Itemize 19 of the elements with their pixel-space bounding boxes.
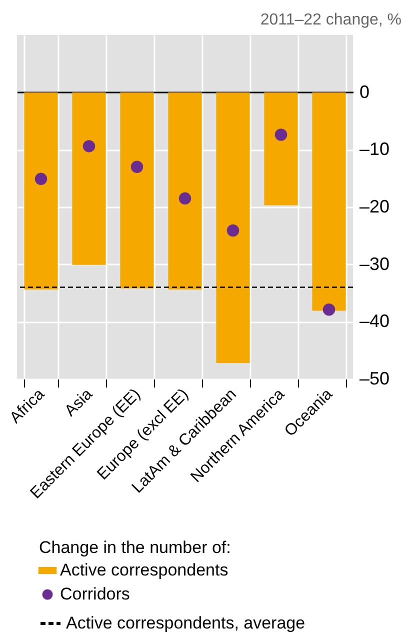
legend-title: Change in the number of: — [39, 538, 231, 557]
point — [82, 140, 96, 152]
point — [178, 192, 192, 205]
y-tick-label: –40 — [360, 311, 390, 332]
point — [322, 304, 336, 316]
point — [34, 172, 48, 186]
point — [274, 128, 288, 141]
y-tick-label: –20 — [360, 196, 390, 216]
y-tick-label: –50 — [360, 368, 390, 388]
point — [130, 160, 144, 173]
y-tick-label: –10 — [360, 139, 390, 160]
legend-label: Active correspondents — [60, 560, 228, 580]
y-axis-title: 2011–22 change, % — [260, 12, 402, 28]
y-tick-label: –30 — [360, 254, 390, 274]
point — [226, 224, 240, 237]
x-tick-label: Asia — [62, 386, 96, 420]
legend-label: Corridors — [60, 584, 130, 604]
y-tick-label: 0 — [360, 82, 370, 102]
legend-label: Active correspondents, average — [66, 614, 306, 632]
